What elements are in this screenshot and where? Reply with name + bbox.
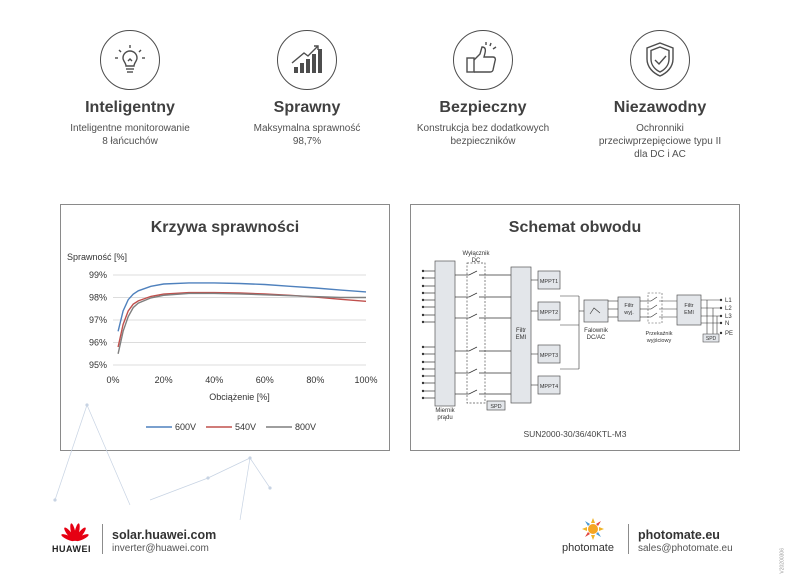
y-tick-label: 95% <box>89 360 107 370</box>
dc-emi-block <box>510 266 532 404</box>
breaker-label: Wyłącznik <box>463 251 491 257</box>
y-tick-label: 97% <box>89 315 107 325</box>
x-tick-label: 40% <box>205 375 223 385</box>
svg-text:SPD: SPD <box>490 404 501 410</box>
x-tick-label: 60% <box>256 375 274 385</box>
circuit-title: Schemat obwodu <box>508 219 642 236</box>
svg-text:SPD: SPD <box>706 336 717 342</box>
huawei-logo <box>61 523 89 542</box>
svg-text:wyjściowy: wyjściowy <box>646 338 672 344</box>
x-tick-label: 0% <box>106 375 119 385</box>
svg-text:Filtr: Filtr <box>624 303 633 309</box>
lightbulb-icon <box>100 30 160 90</box>
feature-intelligent: Inteligentny Inteligentne monitorowanie 8… <box>45 30 215 148</box>
photomate-brand: photomate <box>562 542 614 554</box>
footer-divider <box>628 524 629 554</box>
svg-text:MPPT3: MPPT3 <box>540 353 558 359</box>
feature-title: Bezpieczny <box>439 99 527 116</box>
y-tick-label: 96% <box>89 338 107 348</box>
footer-divider <box>102 524 103 554</box>
efficiency-chart-panel: Krzywa sprawności Sprawność [%] 99% 98% 97%… <box>60 204 390 451</box>
svg-text:EMI: EMI <box>684 310 694 316</box>
huawei-brand: HUAWEI <box>52 544 91 554</box>
svg-text:prądu: prądu <box>437 415 452 421</box>
huawei-contact: solar.huawei.com inverter@huawei.com <box>112 528 216 554</box>
feature-efficient: Sprawny Maksymalna sprawność 98,7% <box>222 30 392 148</box>
y-tick-label: 99% <box>89 270 107 280</box>
document-code: V20200306 <box>780 548 786 574</box>
svg-text:wyj.: wyj. <box>623 310 634 316</box>
x-tick-label: 20% <box>155 375 173 385</box>
svg-text:N: N <box>725 321 729 327</box>
efficiency-chart: Sprawność [%] 99% 98% 97% 96% 95% 0% 20% 40% 60% 8… <box>67 252 378 432</box>
photomate-email-link[interactable]: sales@photomate.eu <box>638 543 733 554</box>
inverter-block <box>583 299 609 323</box>
photomate-contact: photomate.eu sales@photomate.eu <box>638 528 733 554</box>
svg-text:MPPT4: MPPT4 <box>540 384 558 390</box>
feature-safe: Bezpieczny Konstrukcja bez dodatkowych be… <box>398 30 568 148</box>
legend-label: 540V <box>235 422 256 432</box>
svg-text:DC: DC <box>472 258 481 264</box>
feature-title: Sprawny <box>273 99 341 116</box>
x-tick-label: 80% <box>306 375 324 385</box>
huawei-site-link[interactable]: solar.huawei.com <box>112 528 217 542</box>
legend-label: 600V <box>175 422 196 432</box>
feature-desc: Konstrukcja bez dodatkowych bezpieczników <box>416 123 550 147</box>
meter-label: Miernik <box>435 408 455 414</box>
svg-text:L3: L3 <box>725 314 732 320</box>
feature-desc: Maksymalna sprawność 98,7% <box>253 123 361 147</box>
chart-title: Krzywa sprawności <box>150 219 300 236</box>
legend-label: 800V <box>295 422 316 432</box>
x-tick-label: 100% <box>354 375 377 385</box>
spd-ac-block <box>702 333 720 343</box>
huawei-email-link[interactable]: inverter@huawei.com <box>112 543 209 554</box>
svg-text:Przekaźnik: Przekaźnik <box>646 331 673 337</box>
feature-title: Inteligentny <box>85 99 175 116</box>
series-line-600V <box>117 282 367 332</box>
x-axis-label: Obciążenie [%] <box>209 392 270 402</box>
bar-growth-icon <box>277 30 337 90</box>
svg-text:L1: L1 <box>725 298 732 304</box>
svg-text:DC/AC: DC/AC <box>587 335 606 341</box>
photomate-site-link[interactable]: photomate.eu <box>638 528 720 542</box>
relay-block <box>647 292 663 324</box>
current-meter-block <box>434 260 456 407</box>
thumbs-up-icon <box>453 30 513 90</box>
shield-check-icon <box>630 30 690 90</box>
svg-text:Filtr: Filtr <box>516 328 526 334</box>
dc-breaker-block <box>466 262 486 404</box>
svg-text:MPPT1: MPPT1 <box>540 279 558 285</box>
svg-text:PE: PE <box>725 331 733 337</box>
feature-desc: Inteligentne monitorowanie 8 łańcuchów <box>70 123 190 147</box>
ac-emi-block <box>676 294 702 326</box>
circuit-diagram: Miernik prądu Wyłącznik DC SPD Filtr EMI <box>421 251 733 439</box>
circuit-diagram-panel: Schemat obwodu Miernik prądu Wyłącznik D… <box>410 204 740 451</box>
spd-dc-block <box>486 400 506 411</box>
svg-text:Filtr: Filtr <box>684 303 693 309</box>
feature-reliable: Niezawodny Ochronniki przeciwprzepięciowe… <box>575 30 745 161</box>
photomate-logo <box>582 518 604 540</box>
y-tick-label: 98% <box>89 293 107 303</box>
svg-text:L2: L2 <box>725 306 732 312</box>
svg-text:EMI: EMI <box>516 335 527 341</box>
svg-text:Falownik: Falownik <box>584 328 609 334</box>
y-axis-label: Sprawność [%] <box>67 252 127 262</box>
feature-title: Niezawodny <box>613 99 707 116</box>
model-label: SUN2000-30/36/40KTL-M3 <box>523 429 626 439</box>
series-line-800V <box>117 292 366 354</box>
feature-desc: Ochronniki przeciwprzepięciowe typu II dla… <box>598 123 722 160</box>
output-filter-block <box>617 296 641 322</box>
svg-text:MPPT2: MPPT2 <box>540 310 558 316</box>
